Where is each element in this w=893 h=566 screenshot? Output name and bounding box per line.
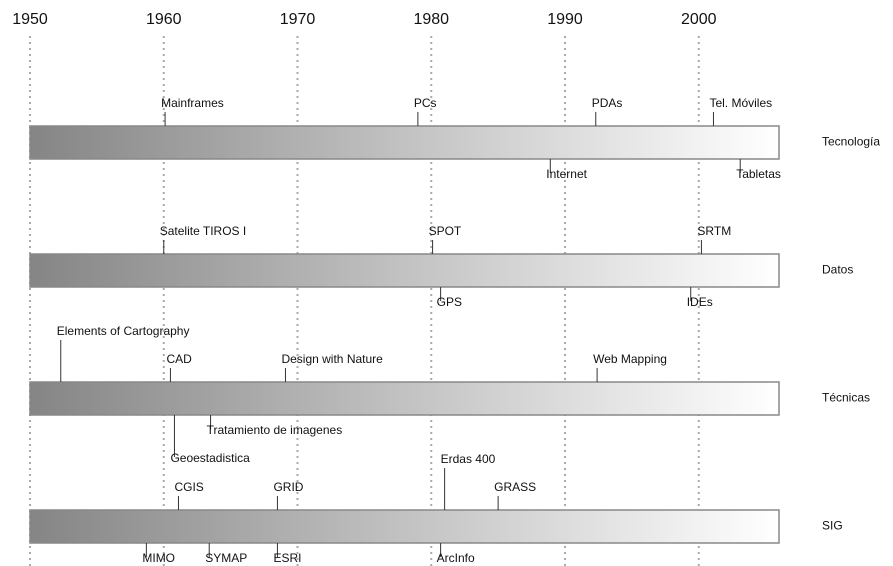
- year-label: 1980: [413, 11, 449, 28]
- track-bar: [29, 381, 780, 416]
- event-label: SRTM: [697, 224, 731, 238]
- track-label: Técnicas: [822, 391, 870, 405]
- track-bar: [29, 125, 780, 160]
- event-label: Geoestadistica: [170, 451, 250, 465]
- event-label: MIMO: [142, 551, 175, 565]
- year-label: 1950: [12, 11, 48, 28]
- year-label: 1970: [280, 11, 316, 28]
- year-label: 2000: [681, 11, 717, 28]
- event-label: CAD: [166, 352, 192, 366]
- track-bar: [29, 253, 780, 288]
- event-label: Tel. Móviles: [709, 96, 772, 110]
- event-label: GRASS: [494, 480, 536, 494]
- event-label: Mainframes: [161, 96, 224, 110]
- event-label: ArcInfo: [437, 551, 475, 565]
- track-label: Datos: [822, 263, 853, 277]
- event-label: Web Mapping: [593, 352, 667, 366]
- event-label: SPOT: [429, 224, 462, 238]
- event-label: CGIS: [174, 480, 203, 494]
- year-label: 1990: [547, 11, 583, 28]
- event-label: GRID: [273, 480, 303, 494]
- track-label: Tecnología: [822, 135, 880, 149]
- event-label: Internet: [546, 167, 587, 181]
- event-label: GPS: [437, 295, 462, 309]
- event-label: PDAs: [592, 96, 623, 110]
- event-label: SYMAP: [205, 551, 247, 565]
- event-label: Elements of Cartography: [57, 324, 190, 338]
- event-label: ESRI: [273, 551, 301, 565]
- event-label: Erdas 400: [441, 452, 496, 466]
- event-label: PCs: [414, 96, 437, 110]
- event-label: Tratamiento de imagenes: [207, 423, 343, 437]
- event-label: Design with Nature: [281, 352, 383, 366]
- event-label: IDEs: [687, 295, 713, 309]
- track-label: SIG: [822, 519, 843, 533]
- track-bar: [29, 509, 780, 544]
- event-label: Satelite TIROS I: [160, 224, 246, 238]
- year-label: 1960: [146, 11, 182, 28]
- event-label: Tabletas: [736, 167, 781, 181]
